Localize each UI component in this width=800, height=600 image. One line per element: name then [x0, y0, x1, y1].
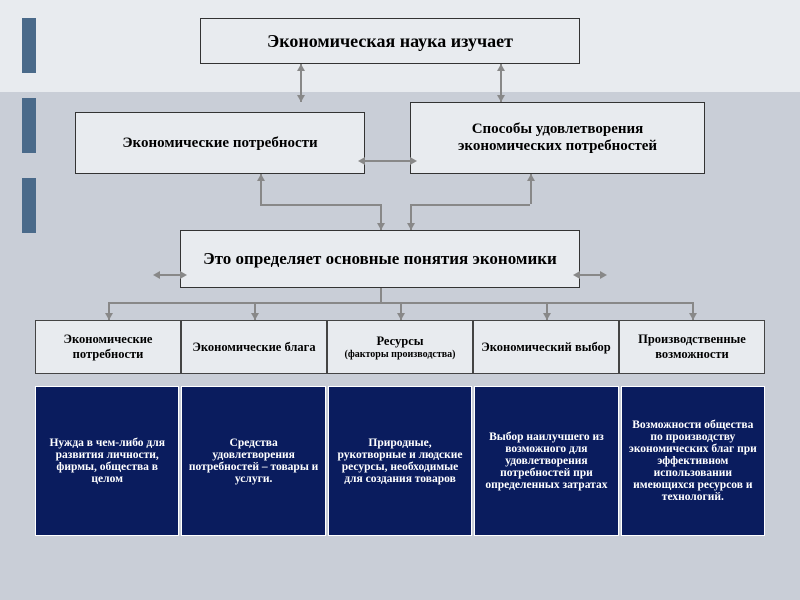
concept-definition-text: Возможности общества по производству эко…: [628, 419, 758, 503]
connector: [580, 274, 600, 276]
defines-concepts-text: Это определяет основные понятия экономик…: [203, 249, 557, 269]
arrow-down-icon: [497, 95, 505, 102]
concept-definition: Выбор наилучшего из возможного для удовл…: [474, 386, 618, 536]
arrow-down-icon: [377, 223, 385, 230]
satisfaction-methods-text: Способы удовлетворения экономических пот…: [419, 121, 696, 155]
concept-header-text: Экономические блага: [192, 340, 315, 355]
arrow-up-icon: [297, 64, 305, 71]
concept-header: Экономический выбор: [473, 320, 619, 374]
arrow-up-icon: [527, 174, 535, 181]
concept-definition-text: Нужда в чем-либо для развития личности, …: [42, 437, 172, 485]
arrow-down-icon: [397, 313, 405, 320]
accent-bar: [22, 18, 36, 73]
concept-definition: Возможности общества по производству эко…: [621, 386, 765, 536]
arrow-down-icon: [105, 313, 113, 320]
concepts-header-row: Экономические потребности Экономические …: [35, 320, 765, 374]
concept-header-text: Производственные возможности: [624, 332, 760, 362]
concept-header: Экономические потребности: [35, 320, 181, 374]
economic-needs-box: Экономические потребности: [75, 112, 365, 174]
arrow-down-icon: [543, 313, 551, 320]
arrow-left-icon: [358, 157, 365, 165]
connector: [365, 160, 410, 162]
concept-header: Экономические блага: [181, 320, 327, 374]
concept-definition-text: Природные, рукотворные и людские ресурсы…: [335, 437, 465, 485]
connector: [410, 204, 530, 206]
economic-needs-text: Экономические потребности: [122, 135, 317, 152]
defines-concepts-box: Это определяет основные понятия экономик…: [180, 230, 580, 288]
connector: [260, 204, 380, 206]
concepts-definition-row: Нужда в чем-либо для развития личности, …: [35, 386, 765, 536]
concept-definition: Нужда в чем-либо для развития личности, …: [35, 386, 179, 536]
concepts-table: Экономические потребности Экономические …: [35, 320, 765, 536]
arrow-right-icon: [180, 271, 187, 279]
main-title-text: Экономическая наука изучает: [267, 31, 513, 52]
concept-definition: Природные, рукотворные и людские ресурсы…: [328, 386, 472, 536]
concept-definition-text: Выбор наилучшего из возможного для удовл…: [481, 431, 611, 491]
accent-bar: [22, 178, 36, 233]
connector: [160, 274, 180, 276]
satisfaction-methods-box: Способы удовлетворения экономических пот…: [410, 102, 705, 174]
concept-definition-text: Средства удовлетворения потребностей – т…: [188, 437, 318, 485]
concept-header-text: Экономический выбор: [481, 340, 611, 355]
arrow-left-icon: [573, 271, 580, 279]
concept-header: Производственные возможности: [619, 320, 765, 374]
connector: [380, 288, 382, 302]
arrow-down-icon: [251, 313, 259, 320]
accent-bar: [22, 98, 36, 153]
arrow-up-icon: [257, 174, 265, 181]
arrow-down-icon: [407, 223, 415, 230]
arrow-left-icon: [153, 271, 160, 279]
arrow-right-icon: [600, 271, 607, 279]
arrow-down-icon: [689, 313, 697, 320]
concept-subheader-text: (факторы производства): [345, 349, 456, 360]
main-title-box: Экономическая наука изучает: [200, 18, 580, 64]
concept-header: Ресурсы (факторы производства): [327, 320, 473, 374]
arrow-up-icon: [497, 64, 505, 71]
concept-definition: Средства удовлетворения потребностей – т…: [181, 386, 325, 536]
concept-header-text: Экономические потребности: [40, 332, 176, 362]
arrow-down-icon: [297, 95, 305, 102]
concept-header-text: Ресурсы: [376, 334, 423, 349]
arrow-right-icon: [410, 157, 417, 165]
